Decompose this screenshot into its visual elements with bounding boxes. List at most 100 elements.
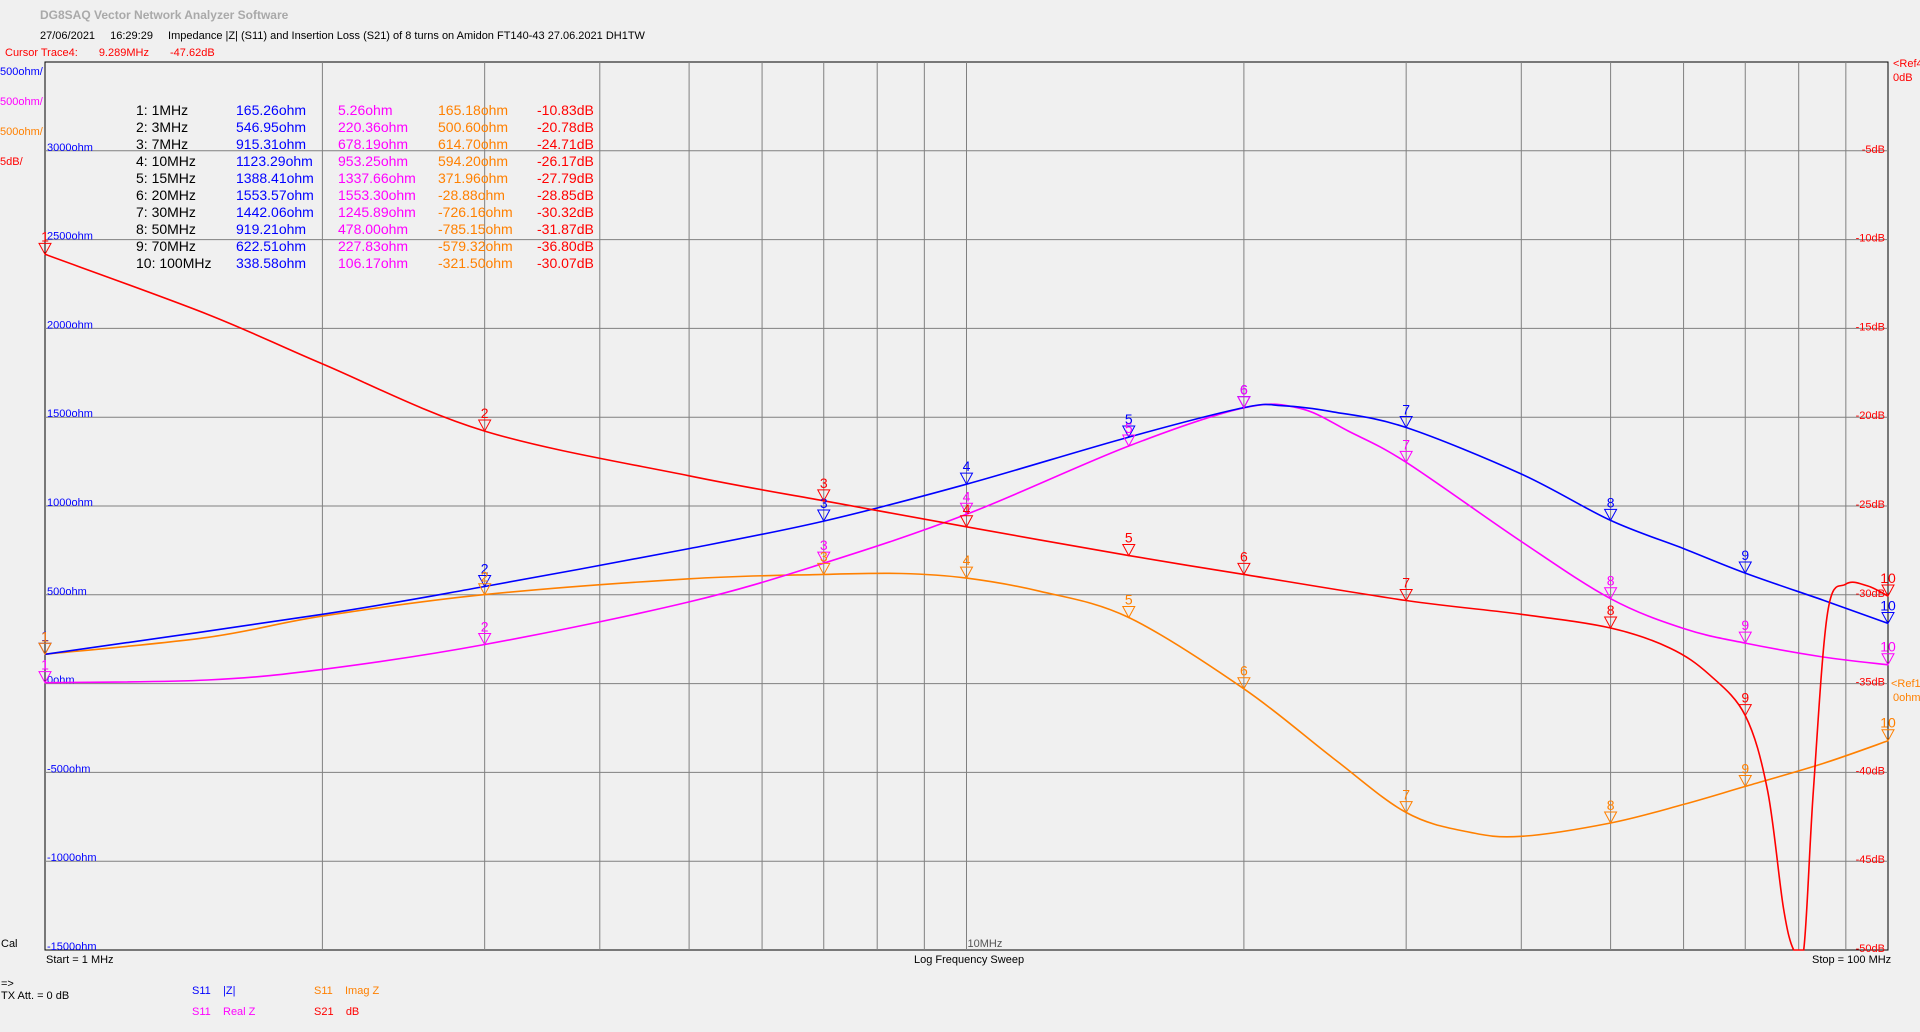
ref-marker-value: 0dB xyxy=(1893,72,1913,84)
marker-triangle-icon xyxy=(477,632,492,646)
marker-number: 10 xyxy=(1880,570,1896,586)
marker-number: 3 xyxy=(820,537,828,553)
marker-number: 7 xyxy=(1402,574,1410,590)
ref-marker-label: <Ref4 xyxy=(1893,58,1920,70)
marker-s21[interactable]: 7 xyxy=(1399,574,1414,602)
legend-param: S11 xyxy=(192,1006,211,1018)
marker-abs-z[interactable]: 9 xyxy=(1738,547,1753,575)
marker-s21[interactable]: 2 xyxy=(477,405,492,433)
marker-real-z[interactable]: 3 xyxy=(816,537,831,565)
marker-number: 2 xyxy=(481,405,489,421)
marker-table-label: 4: 10MHz xyxy=(136,153,196,169)
marker-real-z[interactable]: 8 xyxy=(1603,573,1618,600)
marker-imag-z[interactable]: 8 xyxy=(1603,797,1618,825)
legend-abs-z[interactable]: S11 |Z| xyxy=(192,985,235,997)
marker-table-label: 8: 50MHz xyxy=(136,221,196,237)
marker-table-real-z: 220.36ohm xyxy=(338,119,408,135)
marker-triangle-icon xyxy=(477,583,492,596)
marker-imag-z[interactable]: 6 xyxy=(1237,663,1251,690)
marker-triangle-icon xyxy=(959,502,974,516)
measurement-info: 27/06/2021 16:29:29 Impedance |Z| (S11) … xyxy=(40,30,657,42)
marker-triangle-icon xyxy=(1881,611,1895,625)
y-right-tick-label: -35dB xyxy=(1856,677,1885,689)
marker-real-z[interactable]: 2 xyxy=(477,618,492,646)
y-right-tick-label: -40dB xyxy=(1856,765,1885,777)
marker-table-label: 6: 20MHz xyxy=(136,187,196,203)
legend-imag-z[interactable]: S11 Imag Z xyxy=(314,985,379,997)
marker-triangle-icon xyxy=(1603,811,1618,825)
marker-abs-z[interactable]: 5 xyxy=(1121,411,1136,439)
marker-s21[interactable]: 8 xyxy=(1603,602,1618,630)
s21-scale-division: 5dB/ xyxy=(0,156,23,168)
y-right-tick-label: -5dB xyxy=(1862,144,1885,156)
marker-s21[interactable]: 9 xyxy=(1738,690,1753,717)
marker-real-z[interactable]: 7 xyxy=(1399,436,1414,464)
marker-imag-z[interactable]: 5 xyxy=(1121,592,1136,619)
marker-real-z[interactable]: 6 xyxy=(1237,382,1251,409)
cal-label[interactable]: Cal xyxy=(1,938,18,950)
marker-abs-z[interactable]: 4 xyxy=(959,458,974,486)
marker-triangle-icon xyxy=(1603,587,1618,600)
marker-triangle-icon xyxy=(1399,801,1414,814)
marker-imag-z[interactable]: 2 xyxy=(477,569,492,596)
marker-abs-z[interactable]: 2 xyxy=(477,560,492,588)
marker-table-abs-z: 338.58ohm xyxy=(236,255,306,271)
marker-real-z[interactable]: 4 xyxy=(959,488,974,516)
marker-table-s21: -10.83dB xyxy=(537,102,594,118)
marker-abs-z[interactable]: 7 xyxy=(1399,401,1414,429)
marker-triangle-icon xyxy=(477,419,492,433)
cursor-label: Cursor Trace4: xyxy=(5,47,78,59)
marker-number: 3 xyxy=(820,475,828,491)
y-right-tick-label: -50dB xyxy=(1856,943,1885,955)
marker-s21[interactable]: 1 xyxy=(38,228,52,256)
marker-real-z[interactable]: 10 xyxy=(1880,639,1896,666)
marker-imag-z[interactable]: 1 xyxy=(38,628,52,656)
marker-table-label: 3: 7MHz xyxy=(136,136,188,152)
marker-s21[interactable]: 6 xyxy=(1237,548,1251,576)
marker-table-s21: -26.17dB xyxy=(537,153,594,169)
marker-s21[interactable]: 3 xyxy=(816,475,831,502)
marker-number: 6 xyxy=(1240,382,1248,398)
marker-imag-z[interactable]: 4 xyxy=(959,552,974,580)
marker-triangle-icon xyxy=(1399,588,1414,602)
marker-s21[interactable]: 5 xyxy=(1121,530,1136,557)
marker-imag-z[interactable]: 7 xyxy=(1399,787,1414,814)
sweep-stop: Stop = 100 MHz xyxy=(1812,954,1892,966)
marker-real-z[interactable]: 1 xyxy=(38,657,52,684)
marker-table-imag-z: 371.96ohm xyxy=(438,170,508,186)
marker-number: 8 xyxy=(1607,797,1615,813)
marker-abs-z[interactable]: 8 xyxy=(1603,494,1618,522)
legend-real-z[interactable]: S11 Real Z xyxy=(192,1006,255,1018)
marker-real-z[interactable]: 5 xyxy=(1121,420,1136,448)
legend-param: S21 xyxy=(314,1006,334,1018)
tx-arrow: => xyxy=(1,978,14,990)
legend-s21[interactable]: S21 dB xyxy=(314,1006,359,1018)
legend-param: S11 xyxy=(314,985,333,997)
marker-abs-z[interactable]: 3 xyxy=(816,495,831,523)
trace-real-z[interactable] xyxy=(44,403,1889,684)
imag-z-scale-division: 500ohm/ xyxy=(0,126,43,138)
marker-triangle-icon xyxy=(1399,450,1414,464)
marker-imag-z[interactable]: 3 xyxy=(816,548,831,576)
marker-table-abs-z: 1442.06ohm xyxy=(236,204,314,220)
marker-table-abs-z: 1388.41ohm xyxy=(236,170,314,186)
marker-number: 7 xyxy=(1402,787,1410,803)
marker-abs-z[interactable]: 10 xyxy=(1880,597,1896,625)
marker-table-real-z: 1337.66ohm xyxy=(338,170,416,186)
y-left-tick-label: 2000ohm xyxy=(47,319,93,331)
marker-imag-z[interactable]: 10 xyxy=(1880,715,1896,742)
marker-imag-z[interactable]: 9 xyxy=(1738,760,1753,788)
marker-real-z[interactable]: 9 xyxy=(1738,617,1753,645)
y-right-tick-label: -20dB xyxy=(1856,410,1885,422)
tx-attenuation: TX Att. = 0 dB xyxy=(1,990,70,1002)
legend-trace-name: |Z| xyxy=(223,985,236,997)
marker-s21[interactable]: 4 xyxy=(959,501,974,528)
marker-triangle-icon xyxy=(1881,729,1895,742)
marker-number: 4 xyxy=(963,488,971,504)
marker-number: 1 xyxy=(41,657,49,673)
marker-s21[interactable]: 10 xyxy=(1880,570,1896,598)
marker-number: 3 xyxy=(820,495,828,511)
marker-table-s21: -30.07dB xyxy=(537,255,594,271)
trace-s21[interactable] xyxy=(44,253,1889,951)
